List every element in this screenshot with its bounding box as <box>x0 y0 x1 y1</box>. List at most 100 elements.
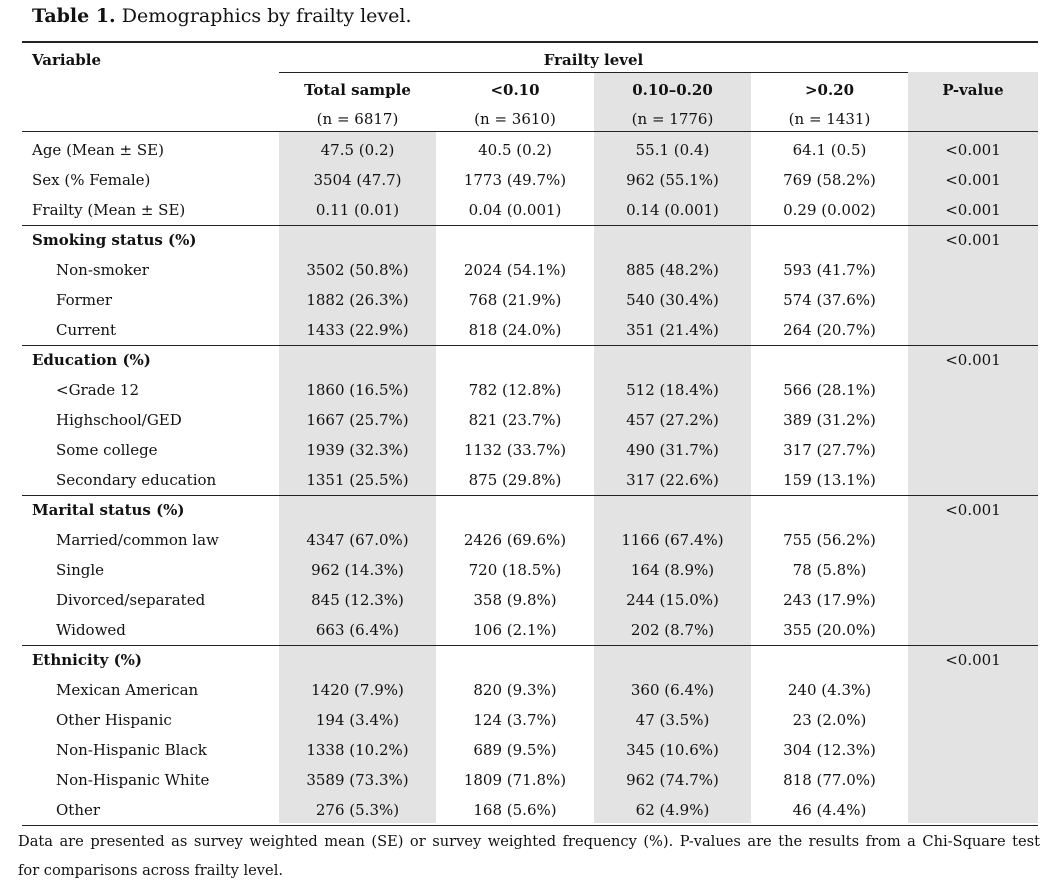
p-value: <0.001 <box>945 231 1001 249</box>
footnote-line: for comparisons across frailty level. <box>18 862 283 879</box>
cell: 689 (9.5%) <box>473 741 557 759</box>
cell: 264 (20.7%) <box>783 321 876 339</box>
cell: 574 (37.6%) <box>783 291 876 309</box>
header-shade <box>908 72 1038 131</box>
row-label: Sex (% Female) <box>32 171 151 189</box>
cell: 0.04 (0.001) <box>468 201 562 219</box>
cell: 0.11 (0.01) <box>315 201 400 219</box>
cell: 78 (5.8%) <box>792 561 867 579</box>
cell: 540 (30.4%) <box>626 291 719 309</box>
section-rule <box>22 645 1038 646</box>
cell: 40.5 (0.2) <box>478 141 552 159</box>
cell: 317 (22.6%) <box>626 471 719 489</box>
cell: 457 (27.2%) <box>626 411 719 429</box>
table-title: Table 1. Demographics by frailty level. <box>32 4 412 28</box>
column-name: Total sample <box>304 81 411 99</box>
section-rule <box>22 345 1038 346</box>
p-value: <0.001 <box>945 651 1001 669</box>
cell: 1351 (25.5%) <box>306 471 409 489</box>
row-label: Mexican American <box>56 681 199 699</box>
row-label: Some college <box>56 441 158 459</box>
row-label: Age (Mean ± SE) <box>32 141 164 159</box>
row-label: Widowed <box>56 621 126 639</box>
cell: 276 (5.3%) <box>315 801 400 819</box>
cell: 345 (10.6%) <box>626 741 719 759</box>
cell: 2024 (54.1%) <box>463 261 567 279</box>
title-text: Demographics by frailty level. <box>121 5 412 27</box>
row-label: <Grade 12 <box>56 381 139 399</box>
cell: 159 (13.1%) <box>783 471 876 489</box>
header-variable: Variable <box>32 51 102 69</box>
cell: 360 (6.4%) <box>630 681 715 699</box>
cell: 818 (77.0%) <box>783 771 876 789</box>
section-title: Education (%) <box>32 351 151 369</box>
cell: 755 (56.2%) <box>783 531 876 549</box>
cell: 55.1 (0.4) <box>635 141 710 159</box>
row-label: Other Hispanic <box>56 711 172 729</box>
cell: 23 (2.0%) <box>792 711 867 729</box>
cell: 304 (12.3%) <box>783 741 876 759</box>
section-title: Smoking status (%) <box>32 231 197 249</box>
row-label: Non-Hispanic Black <box>56 741 207 759</box>
cell: 168 (5.6%) <box>473 801 557 819</box>
cell: 962 (55.1%) <box>626 171 719 189</box>
cell: 358 (9.8%) <box>473 591 557 609</box>
cell: 62 (4.9%) <box>635 801 710 819</box>
cell: 821 (23.7%) <box>468 411 562 429</box>
column-shade <box>279 131 436 823</box>
cell: 1773 (49.7%) <box>463 171 567 189</box>
cell: 490 (31.7%) <box>626 441 719 459</box>
column-n: (n = 1431) <box>788 110 871 128</box>
row-label: Secondary education <box>56 471 217 489</box>
cell: 124 (3.7%) <box>473 711 557 729</box>
column-name: <0.10 <box>490 81 540 99</box>
cell: 1667 (25.7%) <box>306 411 409 429</box>
column-n: (n = 6817) <box>316 110 399 128</box>
cell: 4347 (67.0%) <box>306 531 409 549</box>
column-n: (n = 3610) <box>474 110 556 128</box>
section-rule <box>22 225 1038 226</box>
cell: 962 (74.7%) <box>626 771 719 789</box>
column-shade <box>908 131 1038 823</box>
cell: 769 (58.2%) <box>783 171 876 189</box>
cell: 593 (41.7%) <box>783 261 876 279</box>
cell: 240 (4.3%) <box>787 681 872 699</box>
cell: 3589 (73.3%) <box>306 771 409 789</box>
cell: 2426 (69.6%) <box>463 531 567 549</box>
p-value: <0.001 <box>945 171 1001 189</box>
header-frailty: Frailty level <box>543 51 644 69</box>
p-value: <0.001 <box>945 201 1001 219</box>
cell: 1809 (71.8%) <box>463 771 567 789</box>
cell: 47 (3.5%) <box>635 711 710 729</box>
cell: 663 (6.4%) <box>315 621 400 639</box>
header-shade <box>594 72 751 131</box>
cell: 845 (12.3%) <box>311 591 404 609</box>
cell: 1860 (16.5%) <box>306 381 409 399</box>
p-value: <0.001 <box>945 141 1001 159</box>
column-n: (n = 1776) <box>631 110 714 128</box>
cell: 194 (3.4%) <box>315 711 400 729</box>
cell: 782 (12.8%) <box>468 381 562 399</box>
cell: 885 (48.2%) <box>626 261 719 279</box>
cell: 3504 (47.7) <box>313 171 402 189</box>
cell: 46 (4.4%) <box>792 801 867 819</box>
row-label: Former <box>56 291 113 309</box>
cell: 0.14 (0.001) <box>626 201 719 219</box>
cell: 244 (15.0%) <box>626 591 719 609</box>
column-shade <box>594 131 751 823</box>
cell: 1882 (26.3%) <box>306 291 409 309</box>
cell: 1166 (67.4%) <box>621 531 724 549</box>
cell: 164 (8.9%) <box>630 561 715 579</box>
cell: 1338 (10.2%) <box>306 741 409 759</box>
cell: 351 (21.4%) <box>626 321 719 339</box>
cell: 389 (31.2%) <box>783 411 876 429</box>
header-p-value: P-value <box>942 81 1004 99</box>
row-label: Divorced/separated <box>56 591 206 609</box>
column-name: 0.10–0.20 <box>632 81 713 99</box>
cell: 243 (17.9%) <box>783 591 876 609</box>
frailty-rule <box>279 72 908 73</box>
row-label: Frailty (Mean ± SE) <box>32 201 186 219</box>
cell: 64.1 (0.5) <box>792 141 867 159</box>
footnote-line: Data are presented as survey weighted me… <box>18 833 1040 850</box>
